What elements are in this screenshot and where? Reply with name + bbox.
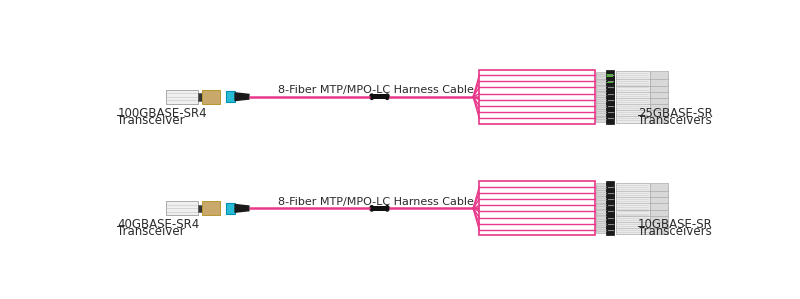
Bar bbox=[166, 202, 198, 215]
Bar bbox=[595, 202, 606, 209]
Bar bbox=[615, 213, 650, 222]
Bar bbox=[606, 113, 614, 124]
Bar bbox=[650, 226, 668, 234]
Bar bbox=[595, 196, 606, 203]
Bar bbox=[606, 212, 614, 223]
Text: Transceivers: Transceivers bbox=[638, 225, 712, 238]
Ellipse shape bbox=[386, 94, 389, 99]
Polygon shape bbox=[235, 205, 249, 212]
Bar bbox=[595, 226, 606, 234]
Bar bbox=[615, 83, 650, 92]
Bar bbox=[606, 107, 614, 118]
Bar bbox=[650, 83, 668, 92]
Bar bbox=[650, 102, 668, 110]
Bar bbox=[650, 213, 668, 222]
Bar bbox=[615, 108, 650, 116]
Ellipse shape bbox=[370, 94, 374, 99]
Bar bbox=[606, 100, 614, 111]
Bar bbox=[198, 205, 202, 212]
Bar bbox=[595, 115, 606, 122]
Bar bbox=[607, 80, 614, 83]
Bar bbox=[615, 207, 650, 216]
Bar bbox=[595, 103, 606, 109]
Bar bbox=[650, 207, 668, 216]
Ellipse shape bbox=[370, 206, 374, 211]
Bar bbox=[650, 96, 668, 104]
Text: 8-Fiber MTP/MPO-LC Harness Cable: 8-Fiber MTP/MPO-LC Harness Cable bbox=[278, 85, 474, 95]
Bar bbox=[606, 225, 614, 235]
Bar bbox=[615, 195, 650, 203]
Bar bbox=[606, 218, 614, 229]
Bar bbox=[595, 190, 606, 196]
Bar bbox=[615, 183, 650, 191]
Bar bbox=[202, 202, 220, 215]
Polygon shape bbox=[235, 93, 249, 100]
Bar bbox=[479, 70, 594, 124]
Bar bbox=[650, 183, 668, 191]
Bar bbox=[615, 201, 650, 210]
Bar bbox=[595, 78, 606, 85]
Bar bbox=[595, 96, 606, 103]
Bar bbox=[615, 77, 650, 86]
Bar bbox=[650, 114, 668, 123]
Text: Transceiver: Transceiver bbox=[118, 225, 185, 238]
Bar bbox=[166, 90, 198, 104]
Bar bbox=[606, 70, 614, 80]
Bar bbox=[226, 91, 235, 102]
Text: Transceiver: Transceiver bbox=[118, 114, 185, 127]
Bar bbox=[198, 93, 202, 100]
Bar bbox=[595, 90, 606, 97]
Bar bbox=[615, 89, 650, 98]
Bar bbox=[202, 90, 220, 104]
Ellipse shape bbox=[386, 206, 389, 211]
Bar bbox=[650, 89, 668, 98]
Text: 25GBASE-SR: 25GBASE-SR bbox=[638, 107, 713, 120]
Bar bbox=[595, 183, 606, 190]
Bar bbox=[650, 71, 668, 80]
Text: 100GBASE-SR4: 100GBASE-SR4 bbox=[118, 107, 207, 120]
Bar bbox=[595, 214, 606, 221]
Bar bbox=[615, 96, 650, 104]
Bar bbox=[595, 220, 606, 227]
Bar bbox=[595, 208, 606, 215]
Bar bbox=[650, 77, 668, 86]
Bar bbox=[650, 108, 668, 116]
Bar bbox=[650, 201, 668, 210]
Bar bbox=[595, 84, 606, 91]
Bar bbox=[650, 189, 668, 197]
Bar bbox=[606, 88, 614, 99]
Bar bbox=[606, 76, 614, 87]
Bar bbox=[607, 74, 614, 77]
Bar bbox=[595, 109, 606, 116]
Bar bbox=[606, 206, 614, 217]
Text: Transceivers: Transceivers bbox=[638, 114, 712, 127]
Bar bbox=[615, 189, 650, 197]
Bar bbox=[606, 82, 614, 93]
Text: 8-Fiber MTP/MPO-LC Harness Cable: 8-Fiber MTP/MPO-LC Harness Cable bbox=[278, 197, 474, 207]
Bar bbox=[372, 94, 387, 99]
Text: 40GBASE-SR4: 40GBASE-SR4 bbox=[118, 219, 200, 231]
Bar bbox=[595, 72, 606, 79]
Bar bbox=[650, 219, 668, 228]
Text: 10GBASE-SR: 10GBASE-SR bbox=[638, 219, 713, 231]
Bar bbox=[615, 226, 650, 234]
Bar bbox=[479, 181, 594, 235]
Bar bbox=[606, 187, 614, 198]
Bar bbox=[372, 206, 387, 211]
Bar bbox=[226, 203, 235, 214]
Bar bbox=[606, 181, 614, 192]
Bar bbox=[606, 200, 614, 211]
Bar bbox=[615, 71, 650, 80]
Bar bbox=[615, 102, 650, 110]
Bar bbox=[650, 195, 668, 203]
Bar bbox=[615, 219, 650, 228]
Bar bbox=[606, 194, 614, 205]
Bar bbox=[615, 114, 650, 123]
Bar bbox=[606, 94, 614, 105]
